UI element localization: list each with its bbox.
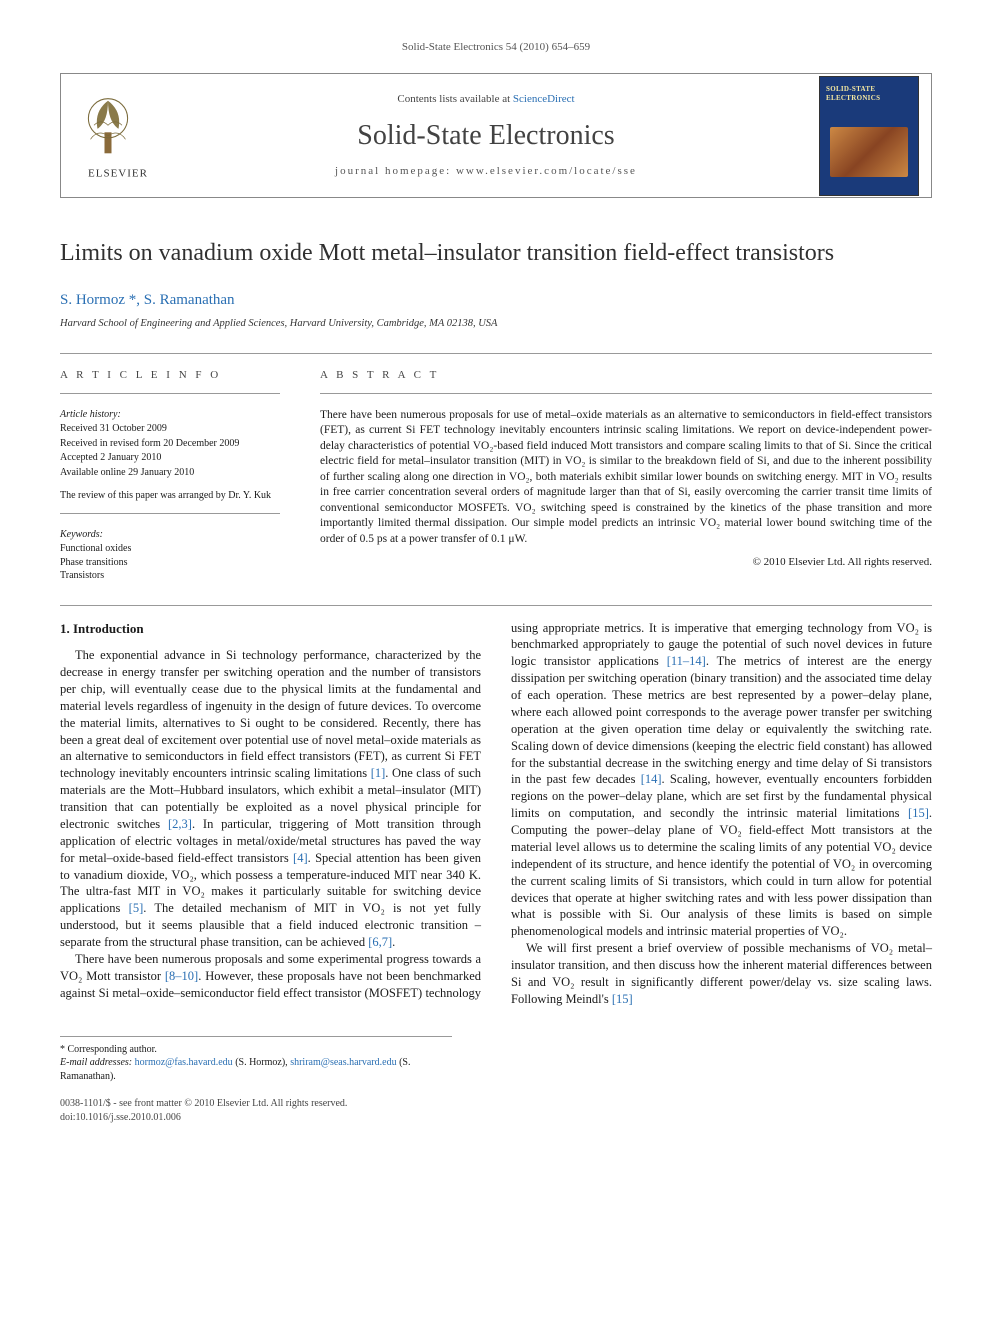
email-link[interactable]: shriram@seas.harvard.edu — [290, 1057, 396, 1068]
history-label: Article history: — [60, 408, 280, 422]
history-revised: Received in revised form 20 December 200… — [60, 437, 280, 451]
sciencedirect-link[interactable]: ScienceDirect — [513, 93, 575, 105]
body-text: The exponential advance in Si technology… — [60, 648, 481, 780]
keywords-label: Keywords: — [60, 528, 280, 542]
cover-box: SOLID-STATE ELECTRONICS — [819, 76, 919, 196]
email-link[interactable]: hormoz@fas.havard.edu — [135, 1057, 233, 1068]
author-link[interactable]: S. Hormoz *, S. Ramanathan — [60, 292, 235, 308]
ref-link[interactable]: [6,7] — [368, 935, 392, 949]
publisher-logo: ELSEVIER — [73, 90, 163, 181]
cover-title: SOLID-STATE ELECTRONICS — [826, 85, 912, 104]
doi-line: doi:10.1016/j.sse.2010.01.006 — [60, 1111, 932, 1125]
homepage-url: www.elsevier.com/locate/sse — [456, 165, 637, 177]
email-who: (S. Hormoz), — [233, 1057, 291, 1068]
keyword: Functional oxides — [60, 542, 280, 556]
running-header: Solid-State Electronics 54 (2010) 654–65… — [60, 40, 932, 55]
keyword: Transistors — [60, 569, 280, 583]
journal-header-box: ELSEVIER Contents lists available at Sci… — [60, 73, 932, 198]
meta-row: A R T I C L E I N F O Article history: R… — [60, 368, 932, 583]
contents-line: Contents lists available at ScienceDirec… — [181, 92, 791, 107]
history-received: Received 31 October 2009 — [60, 422, 280, 436]
ref-link[interactable]: [15] — [908, 806, 929, 820]
paragraph: We will first present a brief overview o… — [511, 940, 932, 1008]
rule-kw — [60, 513, 280, 514]
body-text: We will first present a brief overview o… — [511, 941, 932, 1006]
paragraph: The exponential advance in Si technology… — [60, 647, 481, 951]
history-accepted: Accepted 2 January 2010 — [60, 451, 280, 465]
rule-abs — [320, 393, 932, 394]
publisher-label: ELSEVIER — [73, 166, 163, 181]
article-info-column: A R T I C L E I N F O Article history: R… — [60, 368, 280, 583]
contents-prefix: Contents lists available at — [397, 93, 512, 105]
rule-top — [60, 353, 932, 354]
abstract-copyright: © 2010 Elsevier Ltd. All rights reserved… — [320, 555, 932, 570]
ref-link[interactable]: [5] — [129, 901, 144, 915]
header-inner: Contents lists available at ScienceDirec… — [61, 74, 931, 197]
abstract-column: A B S T R A C T There have been numerous… — [320, 368, 932, 583]
ref-link[interactable]: [2,3] — [168, 817, 192, 831]
affiliation: Harvard School of Engineering and Applie… — [60, 317, 932, 331]
elsevier-tree-icon — [73, 90, 143, 160]
body-text: . Computing the power–delay plane of VO₂… — [511, 806, 932, 938]
homepage-prefix: journal homepage: — [335, 165, 456, 177]
ref-link[interactable]: [14] — [641, 772, 662, 786]
page: Solid-State Electronics 54 (2010) 654–65… — [0, 0, 992, 1164]
article-title: Limits on vanadium oxide Mott metal–insu… — [60, 238, 932, 268]
footnotes: * Corresponding author. E-mail addresses… — [60, 1036, 452, 1084]
corresponding-note: * Corresponding author. — [60, 1043, 452, 1057]
ref-link[interactable]: [8–10] — [165, 969, 198, 983]
info-heading: A R T I C L E I N F O — [60, 368, 280, 383]
history-online: Available online 29 January 2010 — [60, 466, 280, 480]
rule-bottom — [60, 605, 932, 606]
ref-link[interactable]: [4] — [293, 851, 308, 865]
abstract-heading: A B S T R A C T — [320, 368, 932, 383]
email-label: E-mail addresses: — [60, 1057, 132, 1068]
ref-link[interactable]: [1] — [371, 766, 386, 780]
keyword: Phase transitions — [60, 556, 280, 570]
cover-image-placeholder — [830, 127, 908, 177]
email-line: E-mail addresses: hormoz@fas.havard.edu … — [60, 1056, 452, 1083]
ref-link[interactable]: [11–14] — [667, 654, 706, 668]
issn-line: 0038-1101/$ - see front matter © 2010 El… — [60, 1097, 932, 1111]
body-columns: 1. Introduction The exponential advance … — [60, 620, 932, 1008]
ref-link[interactable]: [15] — [612, 992, 633, 1006]
review-note: The review of this paper was arranged by… — [60, 489, 280, 503]
rule-info — [60, 393, 280, 394]
journal-cover: SOLID-STATE ELECTRONICS — [819, 76, 919, 196]
body-text: . — [392, 935, 395, 949]
body-text: . The metrics of interest are the energy… — [511, 654, 932, 786]
journal-name: Solid-State Electronics — [181, 117, 791, 155]
doi-block: 0038-1101/$ - see front matter © 2010 El… — [60, 1097, 932, 1124]
section-heading: 1. Introduction — [60, 620, 481, 638]
authors: S. Hormoz *, S. Ramanathan — [60, 290, 932, 310]
homepage-line: journal homepage: www.elsevier.com/locat… — [181, 164, 791, 179]
abstract-text: There have been numerous proposals for u… — [320, 408, 932, 548]
